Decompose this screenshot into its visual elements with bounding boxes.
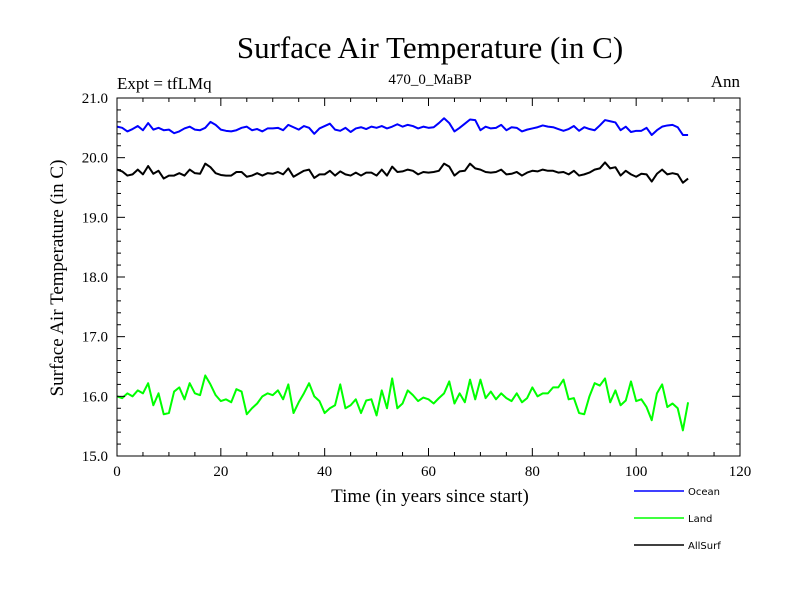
legend-label-allsurf: AllSurf (688, 541, 721, 552)
y-tick-label: 16.0 (82, 389, 108, 405)
plot-area (116, 117, 690, 432)
series-line-land (116, 374, 690, 432)
x-tick-label: 80 (525, 464, 540, 480)
x-tick-label: 20 (213, 464, 228, 480)
x-axis: 0 20 40 60 80 100 120 (113, 98, 751, 480)
x-tick-label: 100 (625, 464, 648, 480)
legend: Ocean Land AllSurf (634, 487, 721, 552)
x-tick-label: 40 (317, 464, 332, 480)
season-label: Ann (711, 72, 741, 91)
series-line-allsurf (116, 161, 689, 184)
plot-frame (116, 97, 741, 457)
x-tick-label: 120 (729, 464, 752, 480)
y-tick-label: 18.0 (82, 270, 108, 286)
y-axis-label: Surface Air Temperature (in C) (47, 160, 68, 397)
y-tick-label: 21.0 (82, 91, 108, 107)
legend-label-land: Land (688, 514, 712, 525)
x-tick-label: 60 (421, 464, 436, 480)
y-tick-label: 20.0 (82, 151, 108, 167)
y-axis: 15.0 16.0 17.0 18.0 19.0 20.0 21.0 (82, 91, 740, 465)
chart-title: Surface Air Temperature (in C) (237, 30, 623, 65)
expt-label: Expt = tfLMq (117, 74, 212, 93)
y-tick-label: 17.0 (82, 330, 108, 346)
x-tick-label: 0 (113, 464, 121, 480)
y-tick-label: 15.0 (82, 449, 108, 465)
y-tick-label: 19.0 (82, 210, 108, 226)
chart-subtitle: 470_0_MaBP (388, 72, 471, 88)
legend-label-ocean: Ocean (688, 487, 720, 498)
x-axis-label: Time (in years since start) (331, 486, 529, 507)
series-line-ocean (116, 117, 689, 136)
